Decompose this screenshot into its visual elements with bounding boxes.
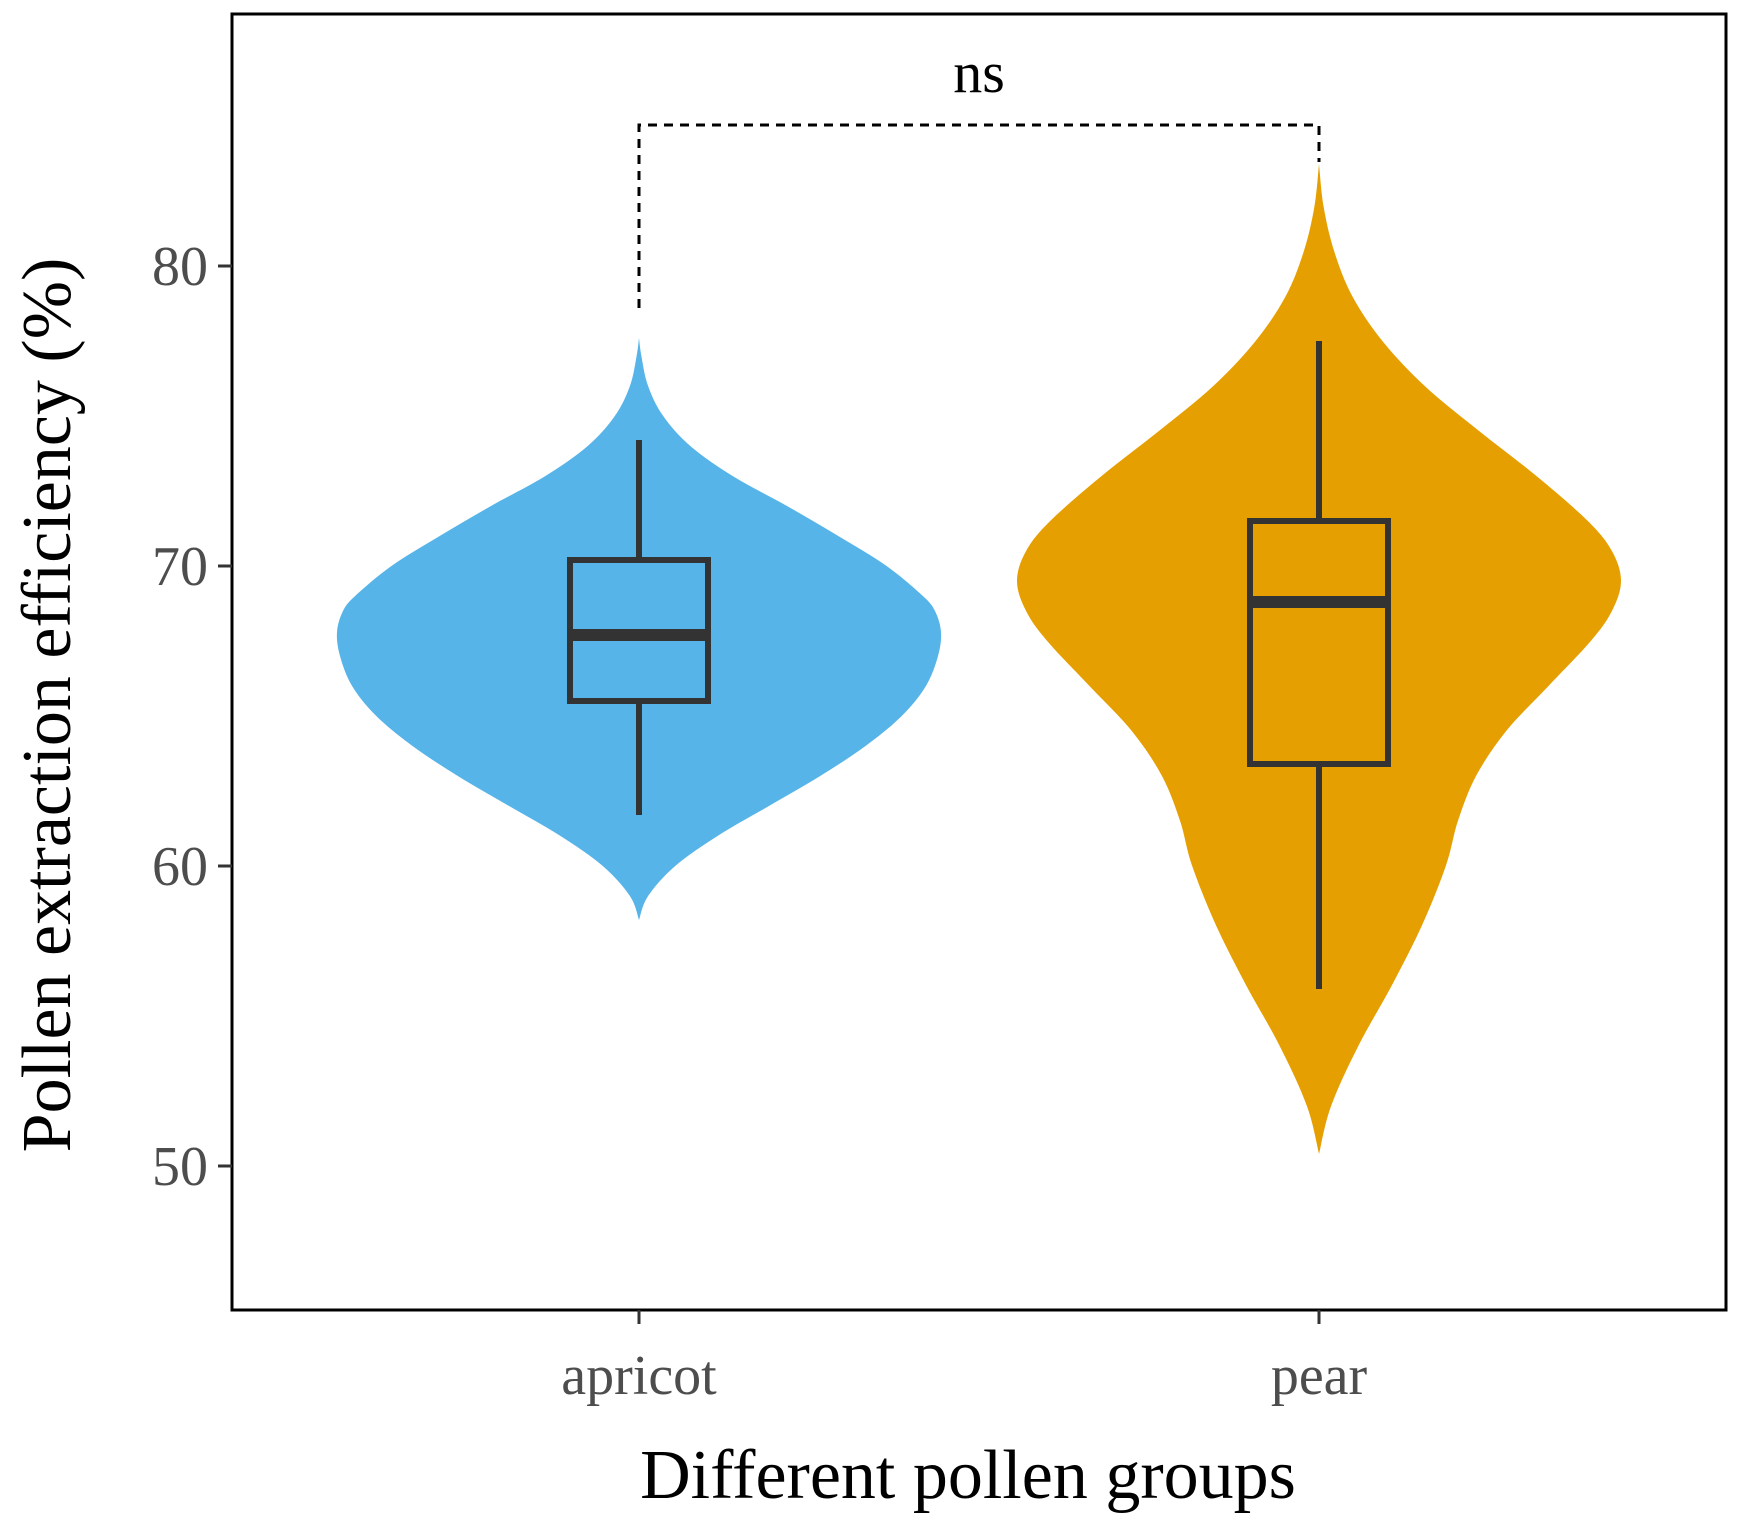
annotation-layer: ns <box>637 40 1321 308</box>
x-axis: apricot pear <box>561 1310 1368 1407</box>
y-tick-label-70: 70 <box>152 536 208 598</box>
y-tick-label-60: 60 <box>152 836 208 898</box>
x-tick-label-pear: pear <box>1271 1345 1368 1407</box>
box-pear <box>1247 518 1391 767</box>
x-axis-title: Different pollen groups <box>640 1437 1296 1514</box>
boxes-layer <box>567 341 1391 989</box>
violins-layer <box>336 164 1621 1154</box>
y-axis-title: Pollen extraction efficiency (%) <box>9 258 86 1153</box>
significance-label: ns <box>953 40 1005 105</box>
y-tick-label-80: 80 <box>152 236 208 298</box>
x-tick-label-apricot: apricot <box>561 1345 717 1407</box>
y-tick-label-50: 50 <box>152 1136 208 1198</box>
significance-bracket <box>637 123 1321 308</box>
y-axis: 50 60 70 80 <box>152 236 232 1198</box>
plot-frame <box>230 12 1728 1312</box>
